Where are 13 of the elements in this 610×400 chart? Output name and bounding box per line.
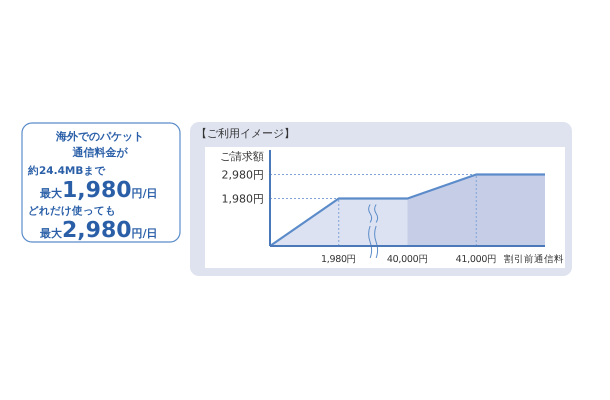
- y-tick-label: 2,980円: [222, 168, 264, 182]
- text: 海外でのパケット: [55, 130, 144, 143]
- y-axis-title: ご請求額: [220, 150, 264, 163]
- x-tick-label: 1,980円: [321, 254, 356, 265]
- text: 最大1,980円/日: [39, 178, 158, 203]
- text: どれだけ使っても: [28, 205, 116, 217]
- text: 最大2,980円/日: [39, 218, 158, 243]
- x-tick-label: 41,000円: [456, 254, 497, 265]
- x-axis-title: 割引前通信料: [504, 253, 564, 265]
- text: 通信料金が: [72, 146, 128, 159]
- chart-title: 【ご利用イメージ】: [196, 127, 295, 140]
- x-tick-label: 40,000円: [386, 254, 428, 265]
- text: 約24.4MBまで: [27, 164, 106, 177]
